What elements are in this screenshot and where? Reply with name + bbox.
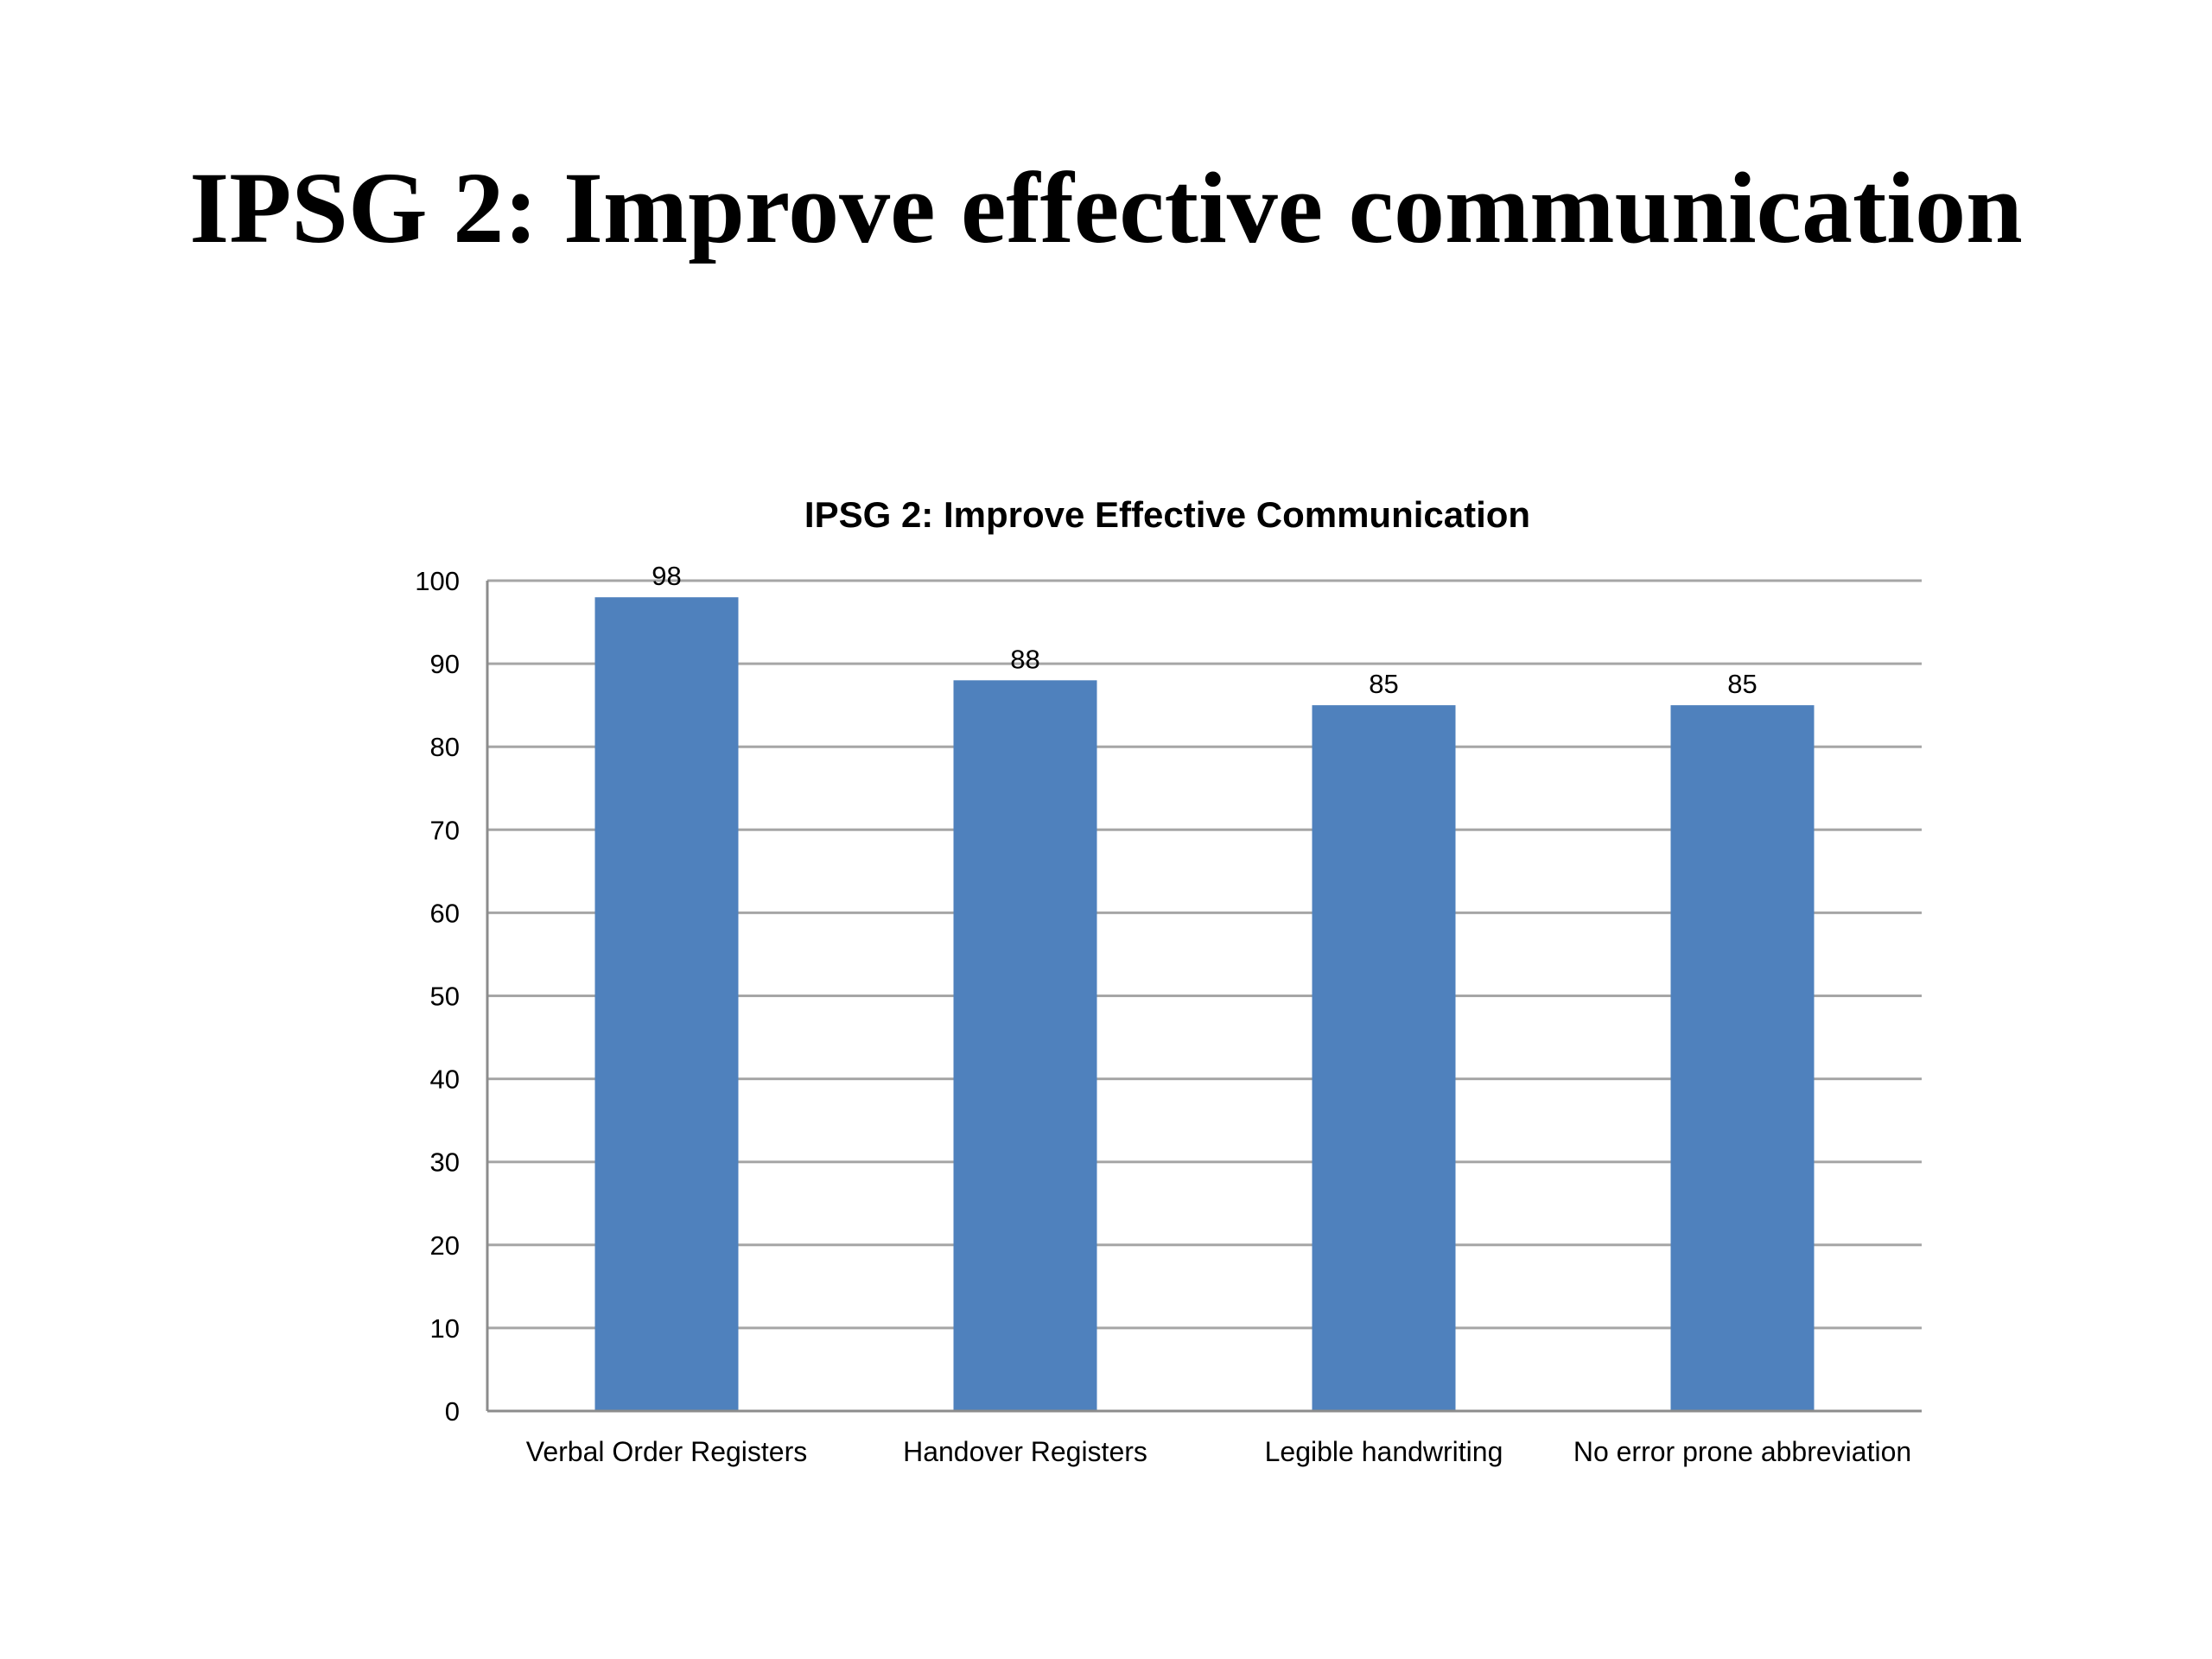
y-tick-label: 30 — [430, 1147, 460, 1178]
bar — [953, 680, 1097, 1411]
data-label: 85 — [1727, 669, 1757, 699]
y-axis-ticks: 0 10 20 30 40 50 60 70 80 90 100 — [415, 566, 460, 1427]
y-tick-label: 80 — [430, 732, 460, 762]
x-category-label: Verbal Order Registers — [526, 1436, 807, 1467]
y-tick-label: 10 — [430, 1313, 460, 1344]
y-tick-label: 60 — [430, 898, 460, 928]
x-category-label: Handover Registers — [903, 1436, 1147, 1467]
y-tick-label: 20 — [430, 1230, 460, 1261]
data-label: 85 — [1369, 669, 1398, 699]
y-tick-label: 70 — [430, 815, 460, 845]
y-tick-label: 0 — [445, 1396, 460, 1427]
bar — [1312, 705, 1456, 1411]
data-label: 98 — [652, 561, 681, 591]
data-labels: 98 88 85 85 — [652, 561, 1757, 699]
y-tick-label: 100 — [415, 566, 460, 596]
x-axis-labels: Verbal Order Registers Handover Registers… — [526, 1436, 1911, 1467]
data-label: 88 — [1010, 644, 1039, 674]
axes — [486, 581, 1922, 1413]
x-category-label: Legible handwriting — [1265, 1436, 1503, 1467]
y-tick-label: 90 — [430, 649, 460, 679]
y-tick-label: 50 — [430, 982, 460, 1012]
bars — [594, 597, 1815, 1411]
chart-title: IPSG 2: Improve Effective Communication — [804, 494, 1530, 535]
slide-title: IPSG 2: Improve effective communication — [189, 151, 2023, 264]
bar — [594, 597, 739, 1411]
y-tick-label: 40 — [430, 1065, 460, 1095]
x-category-label: No error prone abbreviation — [1573, 1436, 1911, 1467]
bar — [1670, 705, 1815, 1411]
